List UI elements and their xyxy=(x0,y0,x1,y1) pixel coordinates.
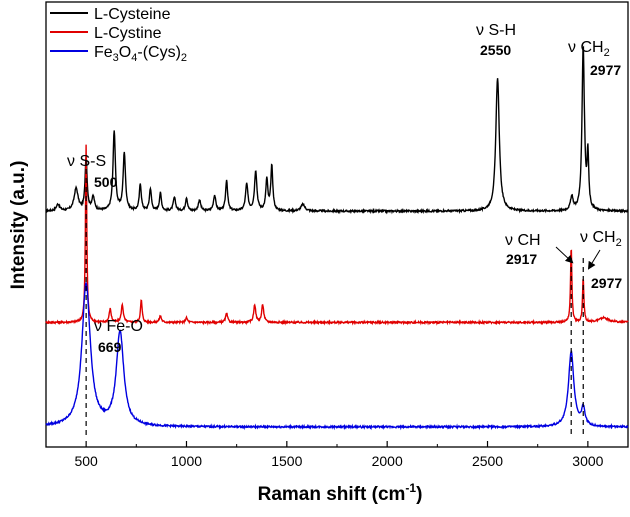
annotation-ch-value: 2917 xyxy=(506,251,537,267)
series-line-3 xyxy=(45,281,629,431)
annotation-feo-label: ν Fe-O xyxy=(94,318,143,335)
annotation-ch-arrow xyxy=(555,246,574,264)
annotation-ss-value: 500 xyxy=(94,174,118,190)
legend-label-fe3o4-cys2: Fe3O4-(Cys)2 xyxy=(94,44,187,64)
annotation-ch2-top-value: 2977 xyxy=(590,62,621,78)
plot-frame xyxy=(45,1,629,448)
annotation-ch2-mid-arrow xyxy=(587,249,601,270)
annotation-ss-label: ν S-S xyxy=(67,153,106,170)
legend-label-l-cystine: L-Cystine xyxy=(94,25,162,42)
annotations: ν S-H 2550 ν CH2 2977 ν S-S 500 ν CH 291… xyxy=(67,22,622,355)
series-line-2 xyxy=(45,144,629,326)
x-tick-label-2500: 2500 xyxy=(472,453,503,469)
annotation-ch2-top-label: ν CH2 xyxy=(568,39,610,59)
annotation-ch2-mid-label: ν CH2 xyxy=(580,229,622,249)
x-axis-title: Raman shift (cm-1) xyxy=(258,481,423,505)
dashed-reference-lines xyxy=(85,160,584,438)
annotation-ch2-mid-value: 2977 xyxy=(591,275,622,291)
x-axis-title-sup: -1 xyxy=(405,481,416,495)
annotation-sh-label: ν S-H xyxy=(476,22,516,39)
x-tick-label-1500: 1500 xyxy=(271,453,302,469)
x-tick-label-500: 500 xyxy=(74,453,98,469)
series-line-1 xyxy=(45,45,629,215)
x-tick-label-1000: 1000 xyxy=(171,453,202,469)
series-layer xyxy=(45,45,629,431)
annotation-ch-label: ν CH xyxy=(505,232,541,249)
legend: L-Cysteine L-Cystine Fe3O4-(Cys)2 xyxy=(50,6,187,64)
x-axis-title-tail: ) xyxy=(416,484,422,505)
x-tick-label-3000: 3000 xyxy=(572,453,603,469)
x-axis-ticks: 500 1000 1500 2000 2500 3000 xyxy=(74,441,604,469)
annotation-feo-value: 669 xyxy=(98,339,122,355)
x-tick-label-2000: 2000 xyxy=(372,453,403,469)
legend-label-l-cysteine: L-Cysteine xyxy=(94,6,171,23)
y-axis-title: Intensity (a.u.) xyxy=(8,161,29,290)
annotation-sh-value: 2550 xyxy=(480,42,511,58)
